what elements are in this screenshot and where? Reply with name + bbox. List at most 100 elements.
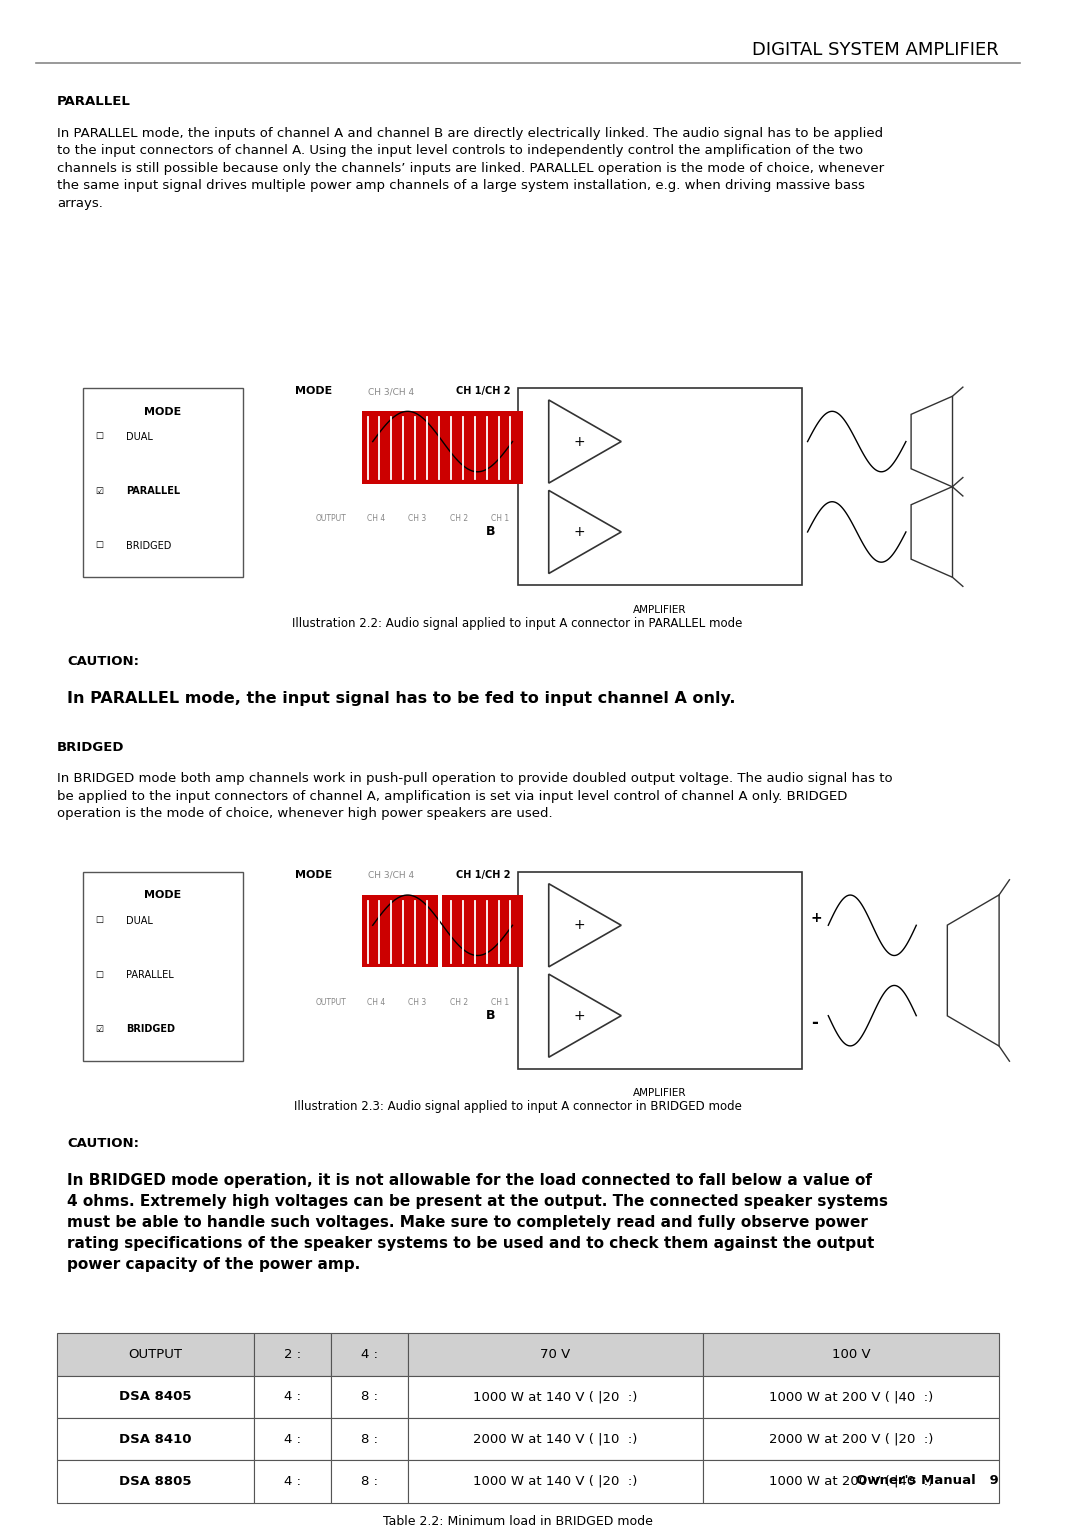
Text: B: B: [485, 1009, 495, 1022]
Bar: [703, 1333, 999, 1376]
Text: A: A: [485, 919, 495, 931]
Text: 4 :: 4 :: [284, 1390, 301, 1403]
Bar: [57, 1333, 254, 1376]
Text: +: +: [573, 1009, 585, 1023]
Bar: [407, 1333, 703, 1376]
Text: DSA 8410: DSA 8410: [119, 1432, 192, 1446]
Bar: [363, 895, 438, 968]
Text: CH 1/CH 2: CH 1/CH 2: [456, 386, 510, 395]
Text: DUAL: DUAL: [126, 916, 153, 925]
Bar: [407, 1419, 703, 1460]
Text: CH 2: CH 2: [449, 515, 468, 522]
Text: 100 V: 100 V: [832, 1348, 870, 1361]
Bar: [254, 1333, 330, 1376]
Text: Owner's Manual   9: Owner's Manual 9: [856, 1475, 999, 1487]
Text: PARALLEL: PARALLEL: [57, 95, 131, 108]
Text: MODE: MODE: [295, 870, 333, 880]
Text: In BRIDGED mode operation, it is not allowable for the load connected to fall be: In BRIDGED mode operation, it is not all…: [67, 1173, 888, 1272]
Text: +: +: [573, 435, 585, 449]
Text: CH 2: CH 2: [449, 997, 468, 1006]
Text: In PARALLEL mode, the inputs of channel A and channel B are directly electricall: In PARALLEL mode, the inputs of channel …: [57, 127, 885, 211]
Text: 2000 W at 200 V ( |20  :): 2000 W at 200 V ( |20 :): [769, 1432, 933, 1446]
Text: +: +: [811, 910, 822, 925]
Bar: [330, 1419, 407, 1460]
Bar: [57, 1419, 254, 1460]
Text: BRIDGED: BRIDGED: [126, 541, 172, 551]
Text: MODE: MODE: [145, 890, 181, 901]
Text: MODE: MODE: [295, 386, 333, 395]
Text: CH 1: CH 1: [491, 515, 509, 522]
Text: ☐: ☐: [95, 916, 104, 925]
Text: 2000 W at 140 V ( |10  :): 2000 W at 140 V ( |10 :): [473, 1432, 637, 1446]
Bar: [407, 1376, 703, 1419]
Text: DSA 8805: DSA 8805: [119, 1475, 192, 1487]
Text: Table 2.2: Minimum load in BRIDGED mode: Table 2.2: Minimum load in BRIDGED mode: [382, 1515, 652, 1527]
Bar: [363, 411, 523, 484]
Text: ☐: ☐: [95, 971, 104, 979]
Bar: [57, 1376, 254, 1419]
Bar: [703, 1376, 999, 1419]
Text: CH 3/CH 4: CH 3/CH 4: [367, 870, 414, 880]
Text: CH 3: CH 3: [408, 515, 427, 522]
Text: CH 4: CH 4: [367, 515, 384, 522]
Text: BRIDGED: BRIDGED: [57, 741, 124, 754]
Text: CH 1: CH 1: [491, 997, 509, 1006]
Text: OUTPUT: OUTPUT: [315, 515, 347, 522]
Text: CAUTION:: CAUTION:: [67, 655, 139, 667]
Bar: [57, 1460, 254, 1503]
Text: ☑: ☑: [95, 487, 104, 496]
Text: DUAL: DUAL: [126, 432, 153, 441]
Text: DSA 8405: DSA 8405: [119, 1390, 192, 1403]
Bar: [254, 1460, 330, 1503]
Text: AMPLIFIER: AMPLIFIER: [633, 605, 687, 615]
Text: OUTPUT: OUTPUT: [315, 997, 347, 1006]
Text: MODE: MODE: [145, 406, 181, 417]
Text: +: +: [573, 525, 585, 539]
Bar: [83, 388, 243, 577]
Text: BRIDGED: BRIDGED: [126, 1025, 175, 1034]
Bar: [330, 1460, 407, 1503]
Text: A: A: [485, 435, 495, 447]
Text: 1000 W at 140 V ( |20  :): 1000 W at 140 V ( |20 :): [473, 1390, 637, 1403]
Text: 2 :: 2 :: [284, 1348, 301, 1361]
Text: In BRIDGED mode both amp channels work in push-pull operation to provide doubled: In BRIDGED mode both amp channels work i…: [57, 773, 892, 820]
Text: +: +: [573, 918, 585, 933]
Text: 1000 W at 200 V ( |40  :): 1000 W at 200 V ( |40 :): [769, 1475, 933, 1487]
Bar: [254, 1376, 330, 1419]
Text: PARALLEL: PARALLEL: [126, 486, 180, 496]
Text: 8 :: 8 :: [361, 1475, 378, 1487]
Text: PARALLEL: PARALLEL: [126, 970, 174, 980]
Text: ☐: ☐: [95, 432, 104, 441]
Text: OUTPUT: OUTPUT: [129, 1348, 183, 1361]
Text: AMPLIFIER: AMPLIFIER: [633, 1089, 687, 1098]
Text: Illustration 2.3: Audio signal applied to input A connector in BRIDGED mode: Illustration 2.3: Audio signal applied t…: [294, 1101, 742, 1113]
Text: 1000 W at 140 V ( |20  :): 1000 W at 140 V ( |20 :): [473, 1475, 637, 1487]
Text: ☐: ☐: [95, 541, 104, 550]
Text: CH 4: CH 4: [367, 997, 384, 1006]
Bar: [254, 1419, 330, 1460]
Text: In PARALLEL mode, the input signal has to be fed to input channel A only.: In PARALLEL mode, the input signal has t…: [67, 690, 735, 705]
Bar: [703, 1460, 999, 1503]
Text: 4 :: 4 :: [284, 1432, 301, 1446]
Text: Illustration 2.2: Audio signal applied to input A connector in PARALLEL mode: Illustration 2.2: Audio signal applied t…: [293, 617, 743, 629]
Text: CH 3: CH 3: [408, 997, 427, 1006]
Bar: [703, 1419, 999, 1460]
Text: 70 V: 70 V: [540, 1348, 570, 1361]
Text: CAUTION:: CAUTION:: [67, 1136, 139, 1150]
Bar: [83, 872, 243, 1061]
Bar: [407, 1460, 703, 1503]
Text: 1000 W at 200 V ( |40  :): 1000 W at 200 V ( |40 :): [769, 1390, 933, 1403]
Text: 8 :: 8 :: [361, 1390, 378, 1403]
Text: CH 3/CH 4: CH 3/CH 4: [367, 386, 414, 395]
Text: CH 1/CH 2: CH 1/CH 2: [456, 870, 510, 880]
Bar: [442, 895, 523, 968]
Bar: [330, 1333, 407, 1376]
Bar: [517, 388, 802, 585]
Text: 8 :: 8 :: [361, 1432, 378, 1446]
Text: B: B: [485, 525, 495, 539]
Text: ☑: ☑: [95, 1025, 104, 1034]
Text: DIGITAL SYSTEM AMPLIFIER: DIGITAL SYSTEM AMPLIFIER: [753, 41, 999, 60]
Bar: [517, 872, 802, 1069]
Text: 4 :: 4 :: [361, 1348, 378, 1361]
Bar: [330, 1376, 407, 1419]
